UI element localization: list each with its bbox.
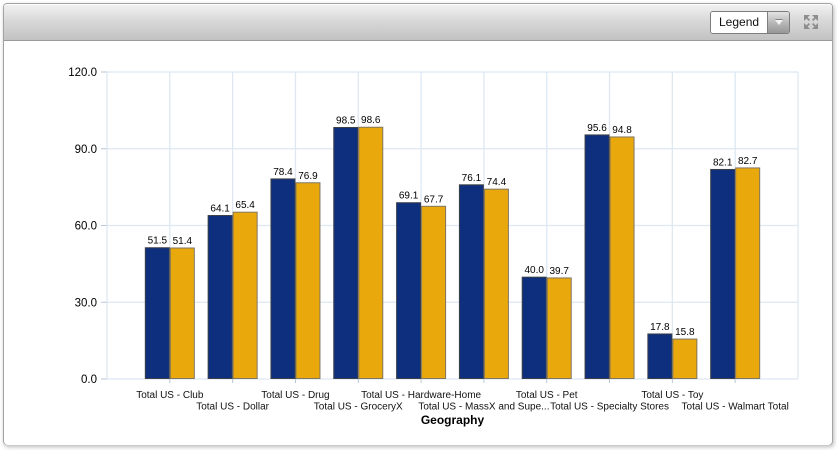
x-axis-category-label: Total US - Hardware-Home xyxy=(361,390,481,401)
bar[interactable] xyxy=(169,247,195,379)
x-axis-category-label: Total US - Pet xyxy=(516,390,578,401)
bar-value-label: 82.7 xyxy=(738,156,758,167)
bar[interactable] xyxy=(458,184,484,379)
x-axis-category-label: Total US - GroceryX xyxy=(314,402,403,413)
bar-value-label: 51.4 xyxy=(173,236,193,247)
bar[interactable] xyxy=(521,276,547,380)
bar-value-label: 76.9 xyxy=(298,171,318,182)
bar-value-label: 95.6 xyxy=(587,123,607,134)
bar-value-label: 17.8 xyxy=(650,322,670,333)
bar[interactable] xyxy=(584,134,610,379)
y-axis-tick-label: 30.0 xyxy=(75,297,97,309)
chart-widget-panel: Legend 0.0 30.0 60.0 90.0 120.0 51.5 51.4 Total… xyxy=(3,3,833,445)
legend-dropdown[interactable]: Legend xyxy=(710,10,790,34)
widget-toolbar: Legend xyxy=(4,4,832,41)
bar-value-label: 78.4 xyxy=(273,167,293,178)
bar[interactable] xyxy=(421,205,447,379)
x-axis-category-label: Total US - Dollar xyxy=(196,402,269,413)
bar[interactable] xyxy=(358,126,384,379)
bar[interactable] xyxy=(609,136,635,379)
bar-value-label: 40.0 xyxy=(524,265,544,276)
maximize-icon xyxy=(804,15,818,29)
bar[interactable] xyxy=(144,247,170,379)
bar-value-label: 82.1 xyxy=(713,157,733,168)
bar-chart: 0.0 30.0 60.0 90.0 120.0 51.5 51.4 Total US - C… xyxy=(4,41,832,445)
y-axis-tick-label: 60.0 xyxy=(75,221,97,233)
bar[interactable] xyxy=(710,168,736,379)
bar-chart-canvas: 0.0 30.0 60.0 90.0 120.0 51.5 51.4 Total US - C… xyxy=(68,67,799,427)
bar[interactable] xyxy=(735,167,761,380)
bar-value-label: 67.7 xyxy=(424,194,444,205)
y-axis-tick-label: 0.0 xyxy=(81,374,97,386)
x-axis-title: Geography xyxy=(421,413,485,427)
bar[interactable] xyxy=(546,277,572,380)
bar-value-label: 64.1 xyxy=(210,204,230,215)
x-axis-category-label: Total US - Specialty Stores xyxy=(550,402,669,413)
chevron-down-icon xyxy=(774,19,783,25)
legend-dropdown-value[interactable]: Legend xyxy=(711,11,767,33)
maximize-button[interactable] xyxy=(802,13,820,31)
x-axis-category-label: Total US - Drug xyxy=(261,390,329,401)
bar-value-label: 98.6 xyxy=(361,115,381,126)
x-axis-category-label: Total US - Club xyxy=(136,390,204,401)
bar[interactable] xyxy=(232,211,258,379)
bar-value-label: 74.4 xyxy=(487,177,507,188)
bar[interactable] xyxy=(207,215,233,379)
bar[interactable] xyxy=(295,182,321,379)
bar-value-label: 98.5 xyxy=(336,116,356,127)
x-axis-category-label: Total US - MassX and Supe... xyxy=(418,402,549,413)
bar[interactable] xyxy=(483,188,509,379)
legend-dropdown-arrow-button[interactable] xyxy=(767,11,789,33)
bar[interactable] xyxy=(647,333,673,380)
bar-value-label: 51.5 xyxy=(148,236,168,247)
y-axis-tick-label: 120.0 xyxy=(68,67,97,79)
bar[interactable] xyxy=(333,127,359,379)
x-axis-category-label: Total US - Toy xyxy=(641,390,703,401)
bar-value-label: 69.1 xyxy=(399,191,419,202)
bar-value-label: 94.8 xyxy=(612,125,632,136)
bar[interactable] xyxy=(396,202,422,379)
x-axis-category-label: Total US - Walmart Total xyxy=(682,402,789,413)
bar[interactable] xyxy=(672,338,698,380)
bar-value-label: 76.1 xyxy=(462,173,482,184)
y-axis-tick-label: 90.0 xyxy=(75,144,97,156)
bar-value-label: 65.4 xyxy=(235,200,255,211)
bar[interactable] xyxy=(270,178,296,379)
bar-value-label: 15.8 xyxy=(675,327,695,338)
bar-value-label: 39.7 xyxy=(549,266,569,277)
